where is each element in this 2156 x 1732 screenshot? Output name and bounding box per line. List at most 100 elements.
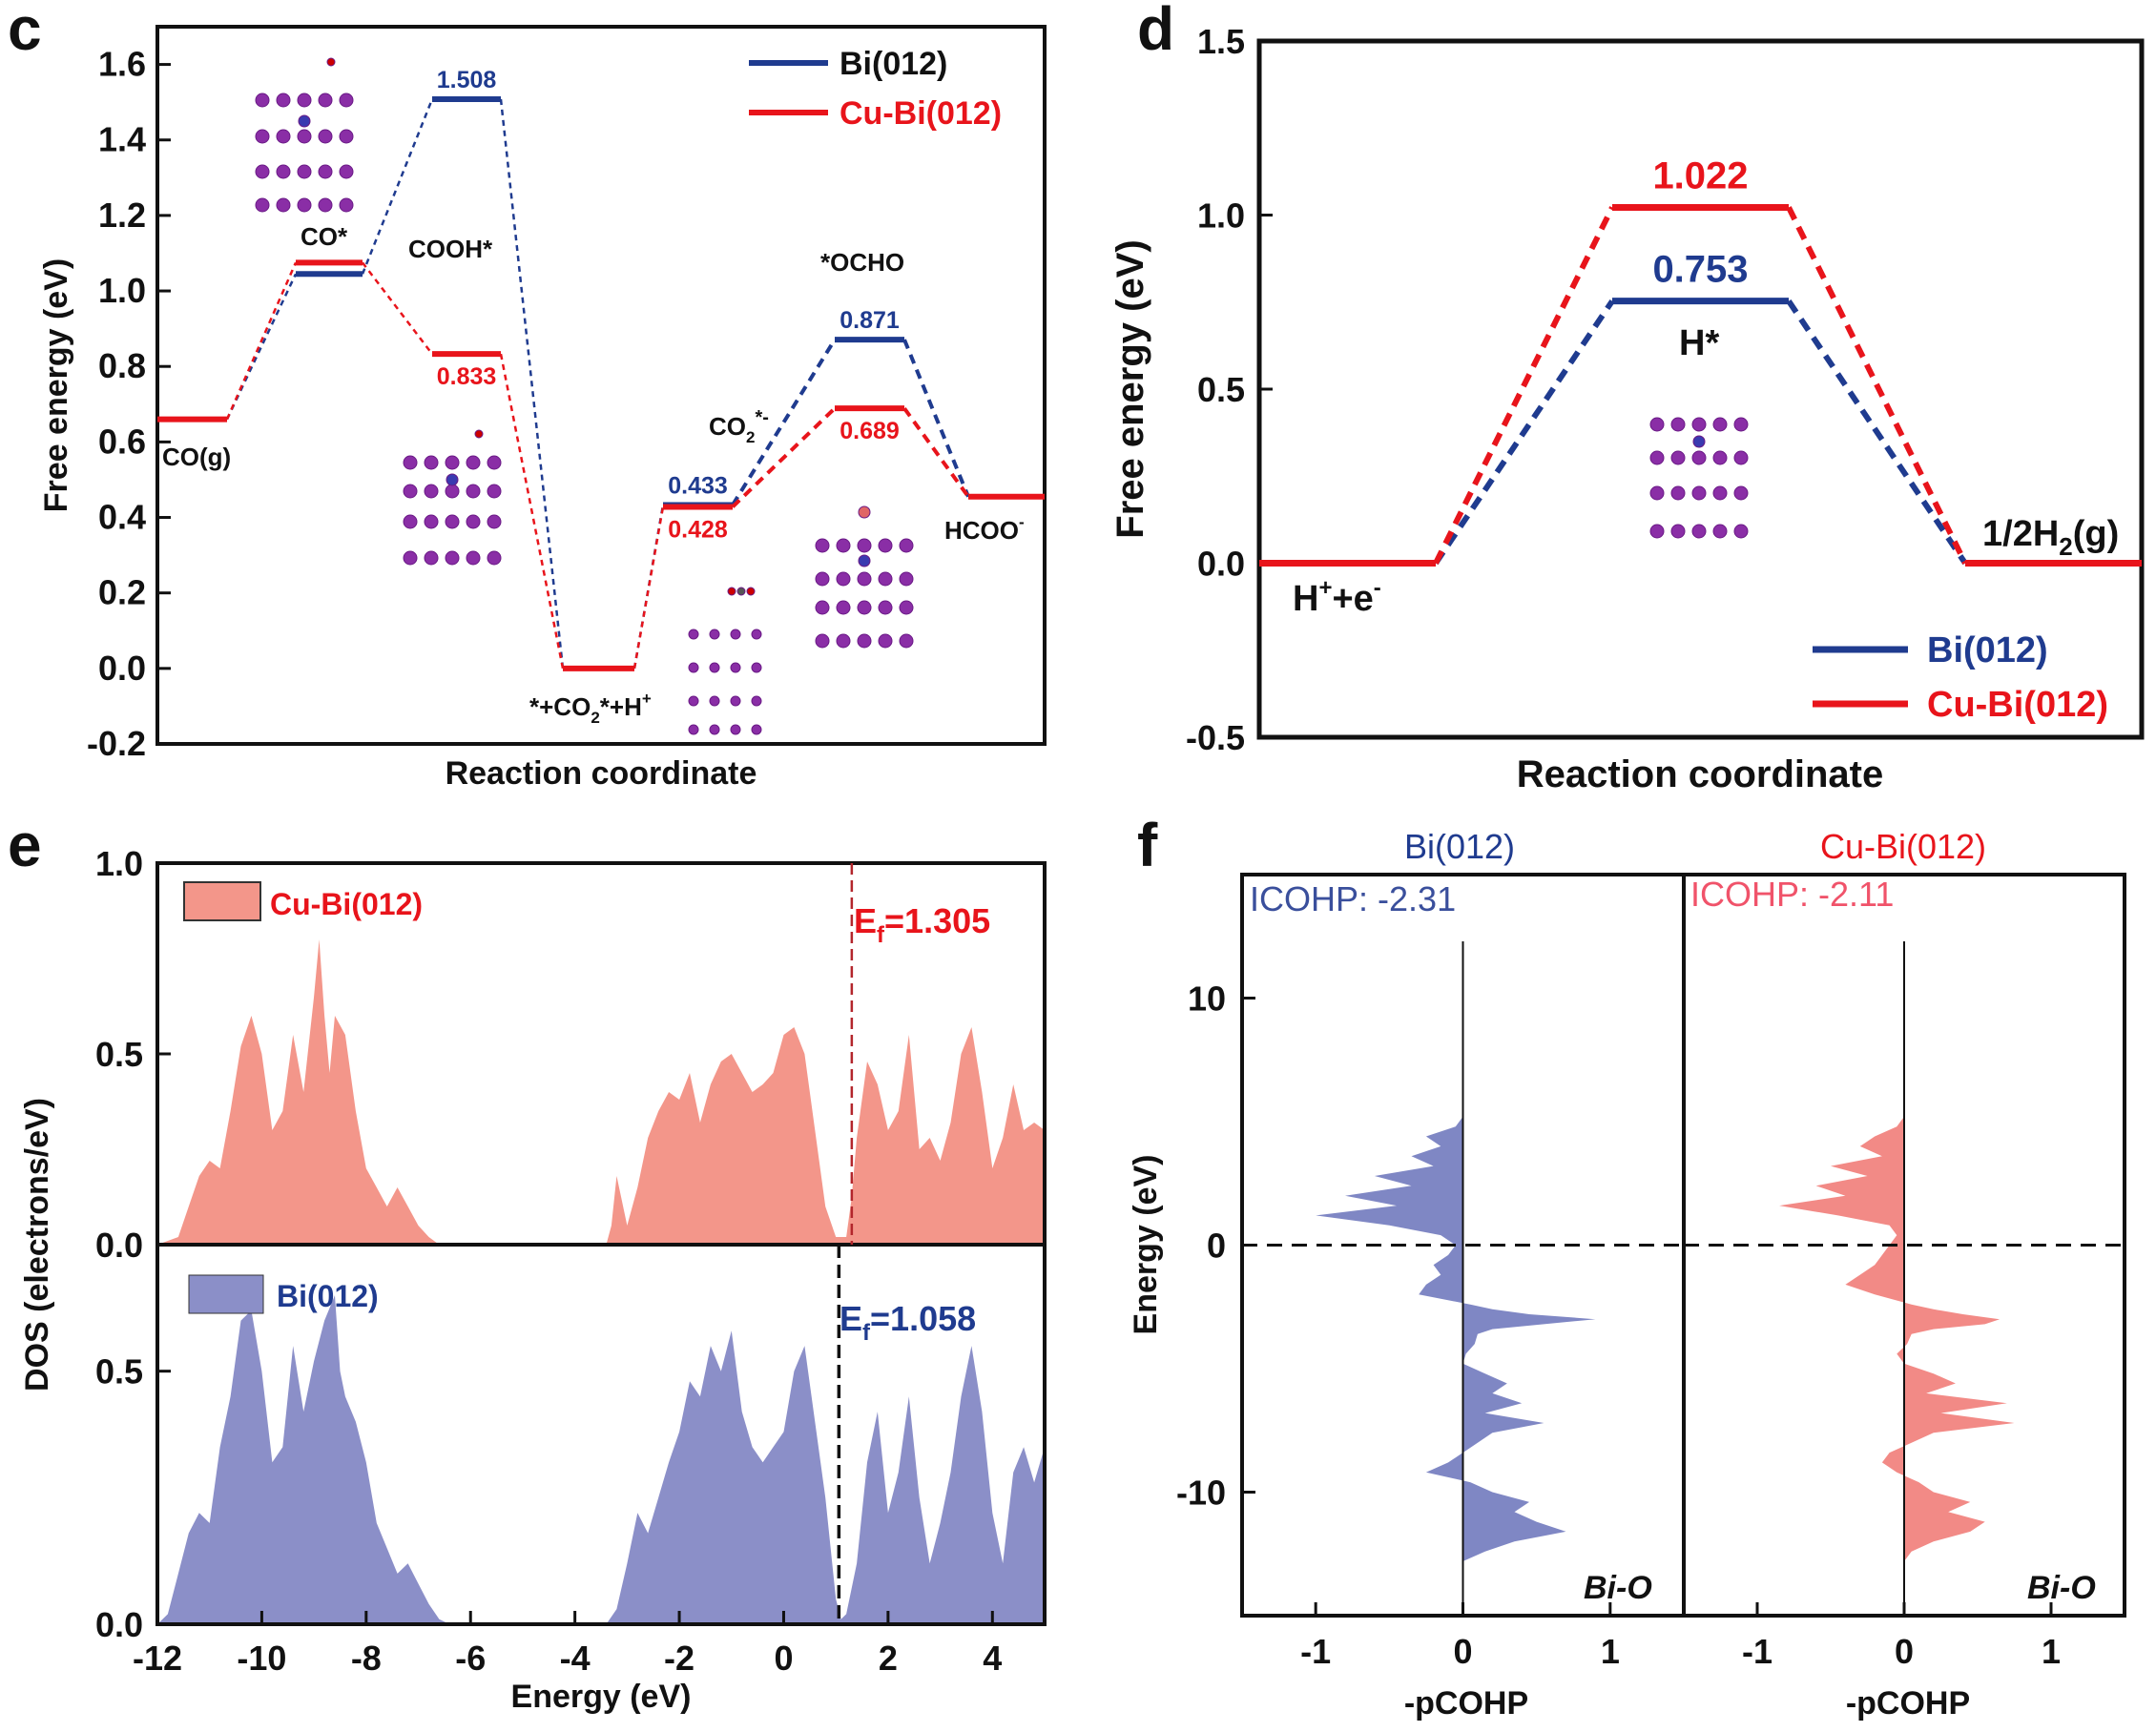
structure-h-image [1649, 417, 1749, 539]
legend-e-bi-swatch [188, 1274, 264, 1314]
ytick-label-c-5: 0.8 [98, 346, 146, 385]
legend-d-bi-label: Bi(012) [1927, 630, 2048, 670]
connector-c-0-3 [499, 98, 565, 669]
value-c-0-4: 0.433 [668, 472, 728, 499]
label-h2: 1/2H2(g) [1982, 514, 2119, 561]
panel-c-levels: 1.508 0.433 0.871 0.833 0.428 0.689 [157, 67, 1045, 671]
ytick-label-d-4: 1.5 [1197, 22, 1245, 61]
value-c-1-2: 0.833 [437, 363, 497, 390]
structure-co-image [255, 57, 354, 213]
value-c-0-5: 0.871 [840, 307, 900, 334]
panel-c-yticks: -0.2 0.0 0.2 0.4 0.6 0.8 1.0 1.2 1.4 1.6 [87, 45, 171, 763]
connector-d-0-b [1786, 299, 1968, 566]
panel-c-ylabel: Free energy (eV) [38, 258, 74, 512]
panel-letter-d: d [1137, 0, 1174, 63]
panel-c-chart: -0.2 0.0 0.2 0.4 0.6 0.8 1.0 1.2 1.4 1.6 Reaction… [38, 25, 1047, 792]
xtick-label-f-1-2: 1 [2042, 1632, 2061, 1671]
xtick-label-e-1: -10 [237, 1639, 286, 1678]
panel-c-frame [155, 25, 1047, 746]
connector-c-1-3 [499, 353, 565, 670]
connector-c-1-5 [731, 406, 837, 508]
panel-d-ylabel: Free energy (eV) [1109, 239, 1151, 538]
ytick-label-c-2: 0.2 [98, 573, 146, 612]
label-h-star: H* [1679, 323, 1719, 363]
legend-d-cubi-label: Cu-Bi(012) [1927, 685, 2108, 725]
xtick-label-e-2: -8 [351, 1639, 382, 1678]
ytick-label-c-0: -0.2 [87, 724, 146, 763]
label-ocho: *OCHO [820, 248, 904, 277]
panel-e-ticks: -12 -10 -8 -6 -4 -2 0 2 4 0.0 0.5 1.0 0.0 0.5 [95, 844, 1002, 1678]
xtick-label-e-4: -4 [560, 1639, 591, 1678]
value-d-1: 1.022 [1652, 155, 1748, 196]
panel-d-chart: -0.5 0.0 0.5 1.0 1.5 Reaction coordinate Fre… [1109, 22, 2145, 795]
label-co2: CO2*- [709, 407, 769, 446]
xtick-label-f-0-2: 1 [1601, 1632, 1620, 1671]
legend-c-bi-label: Bi(012) [840, 46, 947, 82]
ytick-label-c-3: 0.4 [98, 498, 146, 537]
ytick-label-c-4: 0.6 [98, 422, 146, 461]
cohp-area-1 [1779, 1116, 2015, 1561]
label-co-star: CO* [301, 222, 348, 251]
legend-e-cubi-swatch [183, 881, 261, 921]
dos-area-0 [157, 939, 1045, 1245]
xtick-label-f-1-1: 0 [1895, 1632, 1914, 1671]
connector-d-1-b [1786, 206, 1968, 565]
connector-c-1-2 [362, 261, 433, 355]
label-hcoo: HCOO- [944, 513, 1025, 545]
structure-ocho-image [815, 505, 914, 649]
panel-e-dos-areas [157, 939, 1045, 1624]
bond-label-cubi: Bi-O [2027, 1570, 2096, 1606]
fermi-label-cubi: Ef=1.305 [854, 901, 990, 948]
ytick-label-d-2: 0.5 [1197, 370, 1245, 409]
xtick-label-e-6: 0 [774, 1639, 793, 1678]
xtick-label-f-1-0: -1 [1742, 1632, 1772, 1671]
panel-c-xlabel: Reaction coordinate [446, 755, 757, 792]
ytick-label-c-8: 1.4 [98, 120, 146, 159]
panel-d-energy-path: 0.753 1.022 [1259, 155, 2142, 567]
connector-d-0-a [1433, 299, 1615, 566]
ytick-label-d-0: -0.5 [1186, 718, 1245, 757]
panel-f-xlabel-right: -pCOHP [1846, 1685, 1970, 1722]
panel-letter-e: e [8, 811, 42, 879]
xtick-label-e-3: -6 [455, 1639, 486, 1678]
xtick-label-f-0-1: 0 [1453, 1632, 1472, 1671]
ytick-label-d-1: 0.0 [1197, 545, 1245, 584]
connector-d-1-a [1433, 206, 1615, 565]
value-c-1-4: 0.428 [668, 516, 728, 543]
panel-e-chart: -12 -10 -8 -6 -4 -2 0 2 4 0.0 0.5 1.0 0.0 0.5 Cu-Bi(0… [19, 844, 1047, 1715]
connector-c-1-4 [632, 506, 665, 670]
dos-area-1 [157, 1295, 1045, 1624]
ytick-label-f-2: -10 [1176, 1474, 1226, 1513]
connector-c-1-6 [902, 406, 970, 498]
panel-e-xlabel: Energy (eV) [511, 1679, 692, 1715]
structure-co2-image [688, 587, 762, 735]
label-bare: *+CO2*+H+ [529, 690, 652, 727]
structure-cooh-image [403, 429, 502, 566]
ytick-label-e-top-2: 1.0 [95, 844, 143, 883]
ytick-label-c-6: 1.0 [98, 271, 146, 310]
xtick-label-e-8: 4 [983, 1639, 1002, 1678]
legend-c-cubi-label: Cu-Bi(012) [840, 95, 1002, 132]
xtick-label-e-7: 2 [879, 1639, 898, 1678]
panel-d-yticks: -0.5 0.0 0.5 1.0 1.5 [1186, 22, 1273, 757]
ytick-label-c-1: 0.0 [98, 649, 146, 688]
panel-letter-f: f [1137, 811, 1158, 879]
legend-e-bi-label: Bi(012) [277, 1279, 379, 1313]
value-d-0: 0.753 [1652, 249, 1748, 291]
panel-letter-c: c [8, 0, 42, 63]
ytick-label-e-top-0: 0.0 [95, 1226, 143, 1265]
icohp-cubi: ICOHP: -2.11 [1690, 875, 1894, 914]
xtick-label-f-0-0: -1 [1300, 1632, 1331, 1671]
panel-f-title-cubi: Cu-Bi(012) [1820, 827, 1986, 866]
ytick-label-e-bot-1: 0.5 [95, 1352, 143, 1392]
xtick-label-e-0: -12 [133, 1639, 182, 1678]
ytick-label-c-9: 1.6 [98, 45, 146, 84]
ytick-label-c-7: 1.2 [98, 196, 146, 235]
label-cooh: COOH* [408, 235, 493, 263]
ytick-label-f-0: 10 [1188, 979, 1226, 1019]
bond-label-bi: Bi-O [1584, 1570, 1652, 1606]
panel-c-connectors [225, 98, 970, 670]
cohp-area-0 [1316, 1116, 1596, 1561]
